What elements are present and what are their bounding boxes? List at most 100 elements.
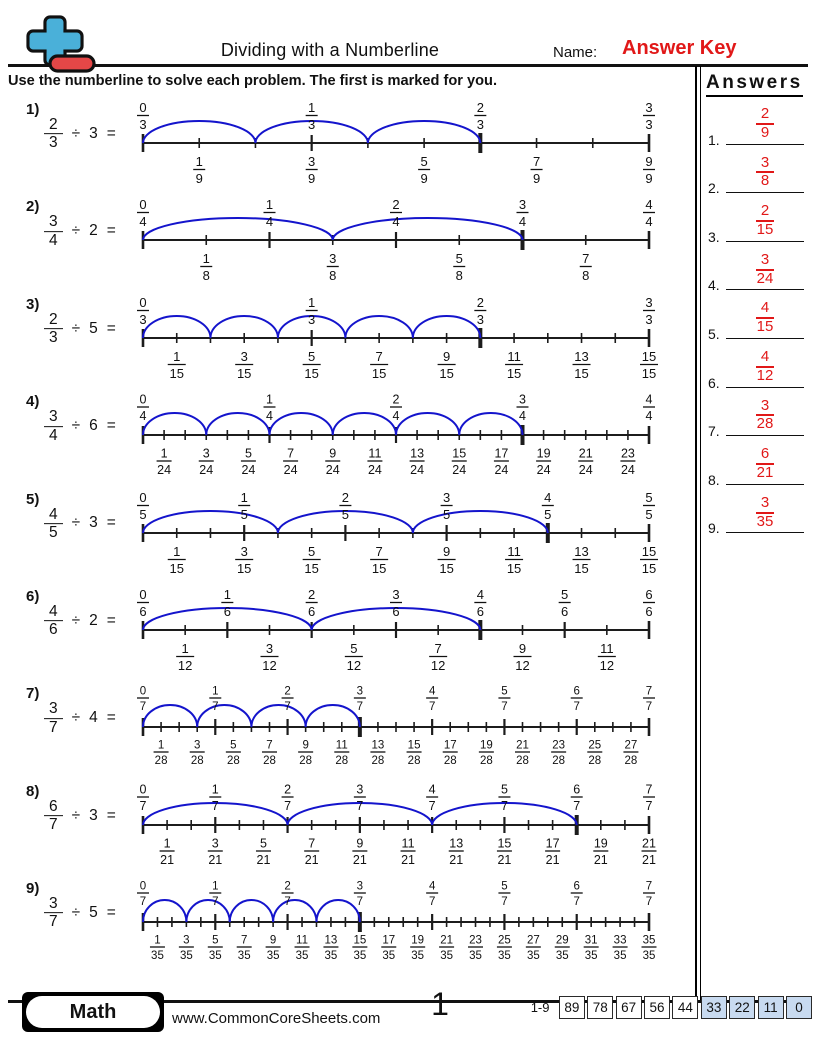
answer-blank-line <box>726 483 804 485</box>
jump-arc <box>142 509 279 533</box>
svg-text:1: 1 <box>196 154 203 169</box>
division-expression: 4 6 ÷ 2 = <box>44 603 116 639</box>
svg-text:5: 5 <box>544 507 551 522</box>
svg-text:1: 1 <box>158 740 164 752</box>
bottom-fraction-label: 715 <box>370 349 389 381</box>
svg-text:5: 5 <box>260 836 267 850</box>
problem-number: 2) <box>26 198 40 216</box>
equals-sign: = <box>106 611 116 629</box>
svg-text:3: 3 <box>645 295 652 310</box>
svg-text:8: 8 <box>582 268 589 283</box>
problem-row: 8) 6 7 ÷ 3 = 0 7 1 7 2 7 3 7 4 7 5 7 6 7 7 7 1 21 3 21 5 21 7 21 9 21 11… <box>0 781 695 878</box>
problem-row: 3) 2 3 ÷ 5 = 0 3 1 3 2 3 3 3 1 15 3 15 5 15 7 15 9 15 11 15 13 15 15… <box>0 294 695 391</box>
top-fraction-label: 47 <box>426 782 439 813</box>
svg-text:5: 5 <box>308 349 315 364</box>
jump-arc <box>142 314 212 338</box>
svg-text:1: 1 <box>173 544 180 559</box>
svg-text:35: 35 <box>325 950 338 962</box>
svg-text:13: 13 <box>372 740 385 752</box>
svg-text:1: 1 <box>154 935 160 947</box>
svg-text:5: 5 <box>561 587 568 602</box>
svg-text:15: 15 <box>439 366 453 381</box>
bottom-fraction-label: 515 <box>302 544 321 576</box>
svg-text:8: 8 <box>329 268 336 283</box>
answer-denominator: 9 <box>760 123 770 141</box>
top-fraction-label: 56 <box>558 587 571 619</box>
page-number: 1 <box>431 986 449 1022</box>
svg-text:3: 3 <box>139 312 146 327</box>
svg-text:27: 27 <box>527 935 540 947</box>
svg-text:28: 28 <box>516 755 529 767</box>
top-fraction-label: 45 <box>541 490 554 522</box>
answer-number: 6. <box>708 374 720 391</box>
answer-item: 6. 4 12 <box>700 345 816 394</box>
svg-text:3: 3 <box>477 312 484 327</box>
dividend-numerator: 2 <box>44 311 63 330</box>
problem-number: 5) <box>26 490 40 508</box>
svg-text:5: 5 <box>501 782 508 796</box>
svg-text:12: 12 <box>178 658 192 673</box>
svg-text:6: 6 <box>561 604 568 619</box>
commoncoresheets-logo <box>18 12 98 79</box>
svg-text:7: 7 <box>429 896 435 908</box>
svg-text:28: 28 <box>299 755 312 767</box>
svg-text:5: 5 <box>230 740 236 752</box>
svg-text:1: 1 <box>308 100 315 115</box>
svg-text:17: 17 <box>494 447 508 461</box>
svg-text:9: 9 <box>196 171 203 186</box>
top-fraction-label: 03 <box>137 295 149 327</box>
top-fraction-label: 27 <box>281 686 294 713</box>
svg-text:6: 6 <box>645 587 652 602</box>
top-fraction-label: 57 <box>498 881 511 908</box>
answer-item: 5. 4 15 <box>700 296 816 345</box>
svg-text:6: 6 <box>392 604 399 619</box>
svg-text:4: 4 <box>646 409 653 423</box>
name-label: Name: <box>553 44 598 61</box>
svg-text:6: 6 <box>645 604 652 619</box>
svg-text:21: 21 <box>440 935 453 947</box>
jump-arc <box>458 412 524 436</box>
svg-text:3: 3 <box>357 686 363 698</box>
divisor: 2 <box>89 222 98 240</box>
svg-text:4: 4 <box>429 686 436 698</box>
svg-text:9: 9 <box>519 641 526 656</box>
top-fraction-label: 23 <box>474 295 487 327</box>
top-fraction-label: 27 <box>281 881 294 908</box>
top-fraction-label: 15 <box>238 490 251 522</box>
svg-text:3: 3 <box>645 100 652 115</box>
svg-text:1: 1 <box>182 641 189 656</box>
svg-text:9: 9 <box>356 836 363 850</box>
jump-arc <box>142 412 208 436</box>
answer-numerator: 2 <box>755 105 775 125</box>
bottom-fraction-label: 335 <box>178 935 194 962</box>
svg-text:4: 4 <box>429 881 436 893</box>
svg-text:15: 15 <box>642 544 656 559</box>
bottom-fraction-label: 124 <box>156 447 172 477</box>
equals-sign: = <box>106 514 116 532</box>
svg-text:0: 0 <box>139 197 146 212</box>
top-fraction-label: 46 <box>474 587 487 619</box>
svg-text:3: 3 <box>357 881 363 893</box>
top-fraction-label: 13 <box>305 100 318 132</box>
dividend-numerator: 3 <box>44 214 63 232</box>
svg-text:2: 2 <box>393 393 400 407</box>
answer-item: 4. 3 24 <box>700 248 816 297</box>
equals-sign: = <box>106 319 116 337</box>
svg-text:19: 19 <box>594 836 608 850</box>
division-expression: 2 3 ÷ 3 = <box>44 116 116 152</box>
svg-text:12: 12 <box>262 658 276 673</box>
problem-row: 4) 3 4 ÷ 6 = 0 4 1 4 2 4 3 4 4 4 1 24 3 24 5 24 7 24 9 24 11 24 13 24… <box>0 391 695 488</box>
problem-row: 6) 4 6 ÷ 2 = 0 6 1 6 2 6 3 6 4 6 5 6 6 6 1 12 3 12 5 12 7 12 9 12 11 12 <box>0 586 695 683</box>
svg-text:7: 7 <box>646 896 652 908</box>
svg-text:11: 11 <box>368 447 381 461</box>
svg-text:5: 5 <box>456 251 463 266</box>
divide-symbol: ÷ <box>71 806 81 824</box>
